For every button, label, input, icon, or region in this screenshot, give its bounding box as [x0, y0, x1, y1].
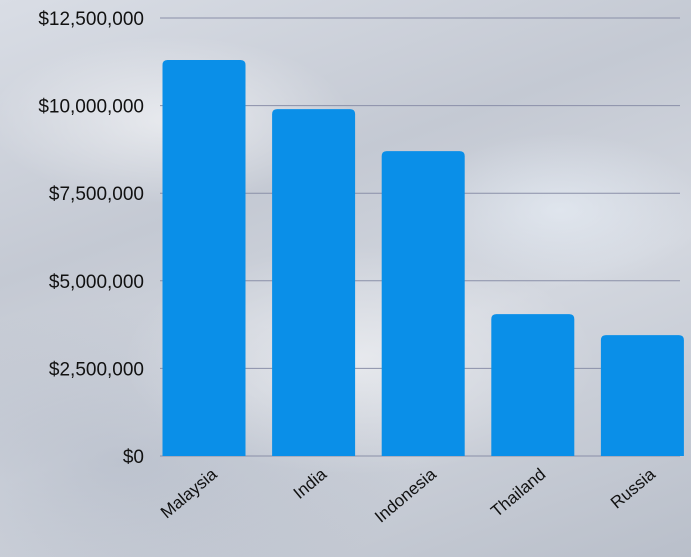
bar-russia — [600, 335, 684, 456]
bars — [162, 60, 684, 457]
x-category-label: Russia — [607, 464, 659, 512]
y-tick-label: $7,500,000 — [49, 184, 144, 205]
y-tick-label: $12,500,000 — [38, 9, 144, 30]
bar-indonesia — [381, 151, 465, 457]
y-tick-label: $2,500,000 — [49, 359, 144, 380]
bar-malaysia — [162, 60, 246, 456]
bar-thailand — [491, 314, 575, 456]
x-category-label: Malaysia — [157, 464, 221, 522]
y-tick-label: $10,000,000 — [38, 97, 144, 118]
y-tick-label: $0 — [123, 447, 144, 468]
y-tick-label: $5,000,000 — [49, 272, 144, 293]
x-category-label: India — [290, 464, 331, 503]
y-axis-tick-labels: $0 $2,500,000 $5,000,000 $7,500,000 $10,000,… — [38, 9, 144, 468]
x-category-label: Thailand — [487, 465, 549, 521]
x-category-label: Indonesia — [371, 464, 440, 526]
x-axis-category-labels: Malaysia India Indonesia Thailand Russia — [157, 464, 659, 526]
bar-india — [272, 109, 356, 456]
